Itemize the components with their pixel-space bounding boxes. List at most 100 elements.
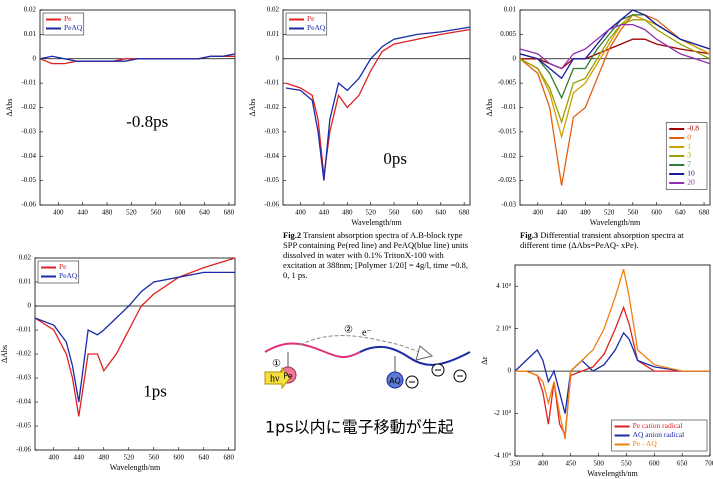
chart: 400440480520560600640680-0.06-0.05-0.04-… [248,6,470,227]
y-axis-label: ΔAbs [485,98,494,116]
x-tick-label: 640 [436,209,447,217]
y-axis-label: ΔAbs [5,98,14,116]
x-tick-label: 680 [459,209,470,217]
y-tick-label: -0.04 [16,398,31,406]
legend-label: 20 [687,178,695,187]
chart: 400440480520560600640680-0.03-0.025-0.02… [485,6,710,227]
y-tick-label: -0.025 [498,176,517,184]
plot-frame [35,258,235,450]
y-tick-label: 0 [276,54,280,62]
y-tick-label: -0.03 [501,201,516,209]
y-tick-label: -0.06 [16,446,31,454]
y-tick-label: -0.04 [264,152,279,160]
x-tick-label: 400 [49,454,60,462]
page: ① hν Pe ② e⁻ AQ 1ps以内に電子移動が生起 4004404805… [0,0,713,479]
caption: Fig.2 Transient absorption spectra of A.… [283,230,471,280]
legend-label: PeAQ [307,23,326,32]
legend-label: Pe cation radical [633,421,683,430]
y-tick-label: 0.01 [504,6,517,14]
legend-label: PeAQ [64,23,83,32]
y-tick-label: -0.05 [16,422,31,430]
y-tick-label: 0.01 [24,30,37,38]
y-tick-label: -0.02 [501,152,516,160]
x-tick-label: 450 [565,460,576,468]
y-tick-label: 0.02 [24,6,37,14]
x-tick-label: 400 [533,209,544,217]
x-tick-label: 700 [705,460,713,468]
legend-label: 10 [687,169,695,178]
legend-label: Pe [59,262,67,271]
y-tick-label: -0.01 [501,103,516,111]
y-tick-label: 0 [508,367,512,375]
x-tick-label: 500 [593,460,604,468]
x-tick-label: 640 [199,454,210,462]
legend-label: AQ anion radical [633,430,685,439]
y-tick-label: -0.05 [21,176,36,184]
x-tick-label: 400 [538,460,549,468]
y-tick-label: 4 10⁴ [496,282,511,290]
x-tick-label: 480 [342,209,353,217]
x-tick-label: 640 [675,209,686,217]
transfer-arrowhead [416,346,432,360]
plot-frame [283,10,470,205]
y-tick-label: -0.06 [264,201,279,209]
x-tick-label: 350 [510,460,521,468]
x-tick-label: 480 [102,209,113,217]
y-tick-label: -0.015 [498,127,517,135]
legend-label: Pe [64,14,72,23]
x-axis-label: Wavelength/nm [587,469,638,478]
y-tick-label: -0.005 [498,79,517,87]
y-axis-label: ΔAbs [248,98,257,116]
caption-label: Fig.2 [283,230,301,240]
caption-label: Fig.3 [520,230,538,240]
x-tick-label: 680 [699,209,710,217]
x-tick-label: 650 [677,460,688,468]
legend-label: PeAQ [59,271,78,280]
y-tick-label: -0.05 [264,176,279,184]
donor-chain [265,344,360,358]
x-tick-label: 560 [628,209,639,217]
y-tick-label: 0.02 [267,6,280,14]
x-tick-label: 440 [74,454,85,462]
x-tick-label: 440 [77,209,88,217]
x-tick-label: 640 [199,209,210,217]
legend-label: Pe - AQ [633,439,658,448]
x-axis-label: Wavelength/nm [351,218,402,227]
legend-label: -0.8 [687,124,699,133]
acceptor-chain [360,347,470,365]
step-1: ① [272,358,281,369]
y-tick-label: 0 [33,54,37,62]
x-tick-label: 600 [174,454,185,462]
x-axis-label: Wavelength/nm [110,463,161,472]
legend-label: 1 [687,142,691,151]
step-2: ② [344,324,353,335]
y-tick-label: -0.02 [16,350,31,358]
x-tick-label: 560 [149,454,160,462]
legend-label: 0 [687,133,691,142]
caption-text: Differential transient absorption spectr… [520,230,684,250]
x-tick-label: 480 [99,454,110,462]
y-tick-label: 0.01 [19,278,32,286]
chart: 400440480520560600640680-0.06-0.05-0.04-… [0,254,235,472]
x-tick-label: 520 [126,209,137,217]
y-tick-label: 0.01 [267,30,280,38]
x-tick-label: 600 [651,209,662,217]
x-tick-label: 440 [319,209,330,217]
legend-label: 3 [687,151,691,160]
annotation: -0.8ps [126,112,168,131]
y-tick-label: -0.02 [21,103,36,111]
x-tick-label: 600 [412,209,423,217]
x-tick-label: 600 [175,209,186,217]
y-tick-label: -0.04 [21,152,36,160]
caption-text: Transient absorption spectra of A.B-bloc… [283,230,468,280]
y-tick-label: -0.03 [16,374,31,382]
y-tick-label: 0.02 [19,254,32,262]
y-tick-label: -0.01 [21,79,36,87]
x-tick-label: 400 [295,209,306,217]
light-label: hν [270,373,280,384]
annotation: 0ps [383,149,407,168]
x-tick-label: 400 [53,209,64,217]
x-tick-label: 560 [389,209,400,217]
